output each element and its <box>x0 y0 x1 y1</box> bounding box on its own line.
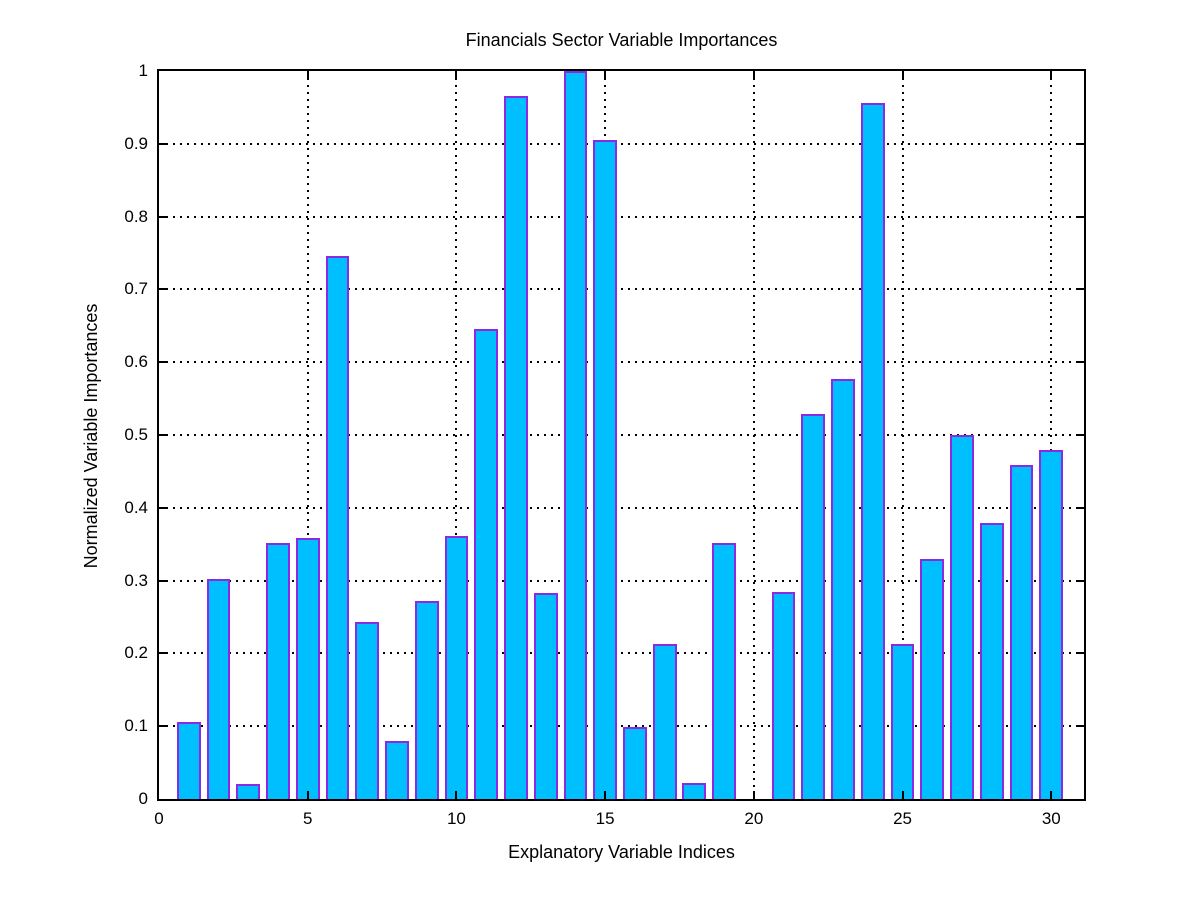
bar <box>950 435 974 799</box>
bar <box>355 622 380 799</box>
bar <box>652 643 677 799</box>
x-tick-mark-top <box>455 71 458 79</box>
bar <box>563 71 588 799</box>
bar <box>474 329 499 799</box>
bar <box>712 543 736 799</box>
bar <box>979 523 1004 799</box>
x-tick-mark-top <box>752 71 755 79</box>
y-tick-label: 0.1 <box>124 716 148 736</box>
bar <box>504 96 528 799</box>
y-tick-mark-left <box>159 725 167 728</box>
grid-line-vertical <box>306 71 309 799</box>
plot-area <box>157 69 1086 801</box>
y-tick-mark-right <box>1076 142 1084 145</box>
y-tick-mark-right <box>1076 361 1084 364</box>
bar <box>890 643 915 799</box>
y-tick-mark-left <box>159 288 167 291</box>
grid-line-horizontal <box>159 361 1084 364</box>
bar <box>920 558 945 799</box>
x-tick-mark-top <box>901 71 904 79</box>
grid-line-horizontal <box>159 434 1084 436</box>
bar <box>831 378 855 799</box>
y-tick-mark-right <box>1076 506 1084 509</box>
y-tick-mark-left <box>159 361 167 364</box>
y-tick-label: 0.3 <box>124 570 148 590</box>
grid-line-horizontal <box>159 215 1084 218</box>
x-tick-mark-top <box>306 71 309 79</box>
x-tick-mark-bottom <box>455 791 458 799</box>
x-tick-label: 25 <box>893 809 913 828</box>
bar <box>266 542 290 799</box>
grid-line-horizontal <box>159 142 1084 145</box>
y-tick-mark-right <box>1076 579 1084 582</box>
y-tick-label: 0 <box>138 789 148 808</box>
grid-line-horizontal <box>159 725 1084 728</box>
y-tick-mark-left <box>159 434 167 436</box>
x-tick-label: 20 <box>744 809 764 828</box>
grid-line-vertical <box>901 71 904 799</box>
bar <box>682 782 707 799</box>
grid-line-vertical <box>1050 71 1053 799</box>
bar <box>295 537 320 799</box>
bar <box>801 413 826 799</box>
x-tick-label: 5 <box>302 809 313 828</box>
y-tick-mark-right <box>1076 725 1084 728</box>
y-tick-label: 0.4 <box>124 497 148 517</box>
bar <box>1009 464 1034 799</box>
x-tick-label: 15 <box>595 809 615 828</box>
y-tick-mark-right <box>1076 652 1084 655</box>
bar <box>176 721 201 799</box>
y-tick-label: 1 <box>138 61 148 80</box>
y-tick-label: 0.8 <box>124 206 148 226</box>
y-tick-mark-right <box>1076 288 1084 291</box>
grid-line-horizontal <box>159 506 1084 509</box>
bar <box>533 592 558 799</box>
grid-line-vertical <box>455 71 458 799</box>
grid-line-vertical <box>752 71 755 799</box>
x-tick-mark-bottom <box>1050 791 1053 799</box>
bar <box>414 600 439 799</box>
x-tick-mark-bottom <box>306 791 309 799</box>
y-tick-mark-left <box>159 215 167 218</box>
y-tick-label: 0.5 <box>124 425 148 444</box>
bar <box>206 579 231 799</box>
bar <box>1039 449 1064 799</box>
bar <box>622 726 647 799</box>
x-tick-label: 10 <box>446 809 466 828</box>
y-tick-label: 0.7 <box>124 279 148 299</box>
bar <box>444 536 469 799</box>
bar <box>860 103 885 799</box>
bar <box>593 140 618 799</box>
x-axis-label: Explanatory Variable Indices <box>508 842 735 862</box>
y-tick-mark-left <box>159 142 167 145</box>
y-tick-label: 0.2 <box>124 643 148 663</box>
x-tick-label: 30 <box>1041 809 1061 828</box>
y-tick-mark-left <box>159 579 167 582</box>
x-tick-mark-bottom <box>604 791 607 799</box>
x-tick-mark-top <box>1050 71 1053 79</box>
bar <box>771 592 796 799</box>
y-tick-mark-left <box>159 652 167 655</box>
bar <box>236 783 261 799</box>
y-tick-mark-left <box>159 506 167 509</box>
x-tick-mark-bottom <box>752 791 755 799</box>
bar <box>385 740 409 799</box>
y-tick-mark-right <box>1076 434 1084 436</box>
x-tick-label: 0 <box>154 809 164 828</box>
chart-title: Financials Sector Variable Importances <box>465 30 778 50</box>
y-tick-label: 0.6 <box>124 352 148 372</box>
grid-line-horizontal <box>159 579 1084 582</box>
y-tick-label: 0.9 <box>124 133 148 153</box>
x-tick-mark-top <box>604 71 607 79</box>
grid-line-horizontal <box>159 288 1084 291</box>
grid-line-horizontal <box>159 652 1084 655</box>
bar <box>325 255 350 799</box>
y-tick-mark-right <box>1076 215 1084 218</box>
x-tick-mark-bottom <box>901 791 904 799</box>
